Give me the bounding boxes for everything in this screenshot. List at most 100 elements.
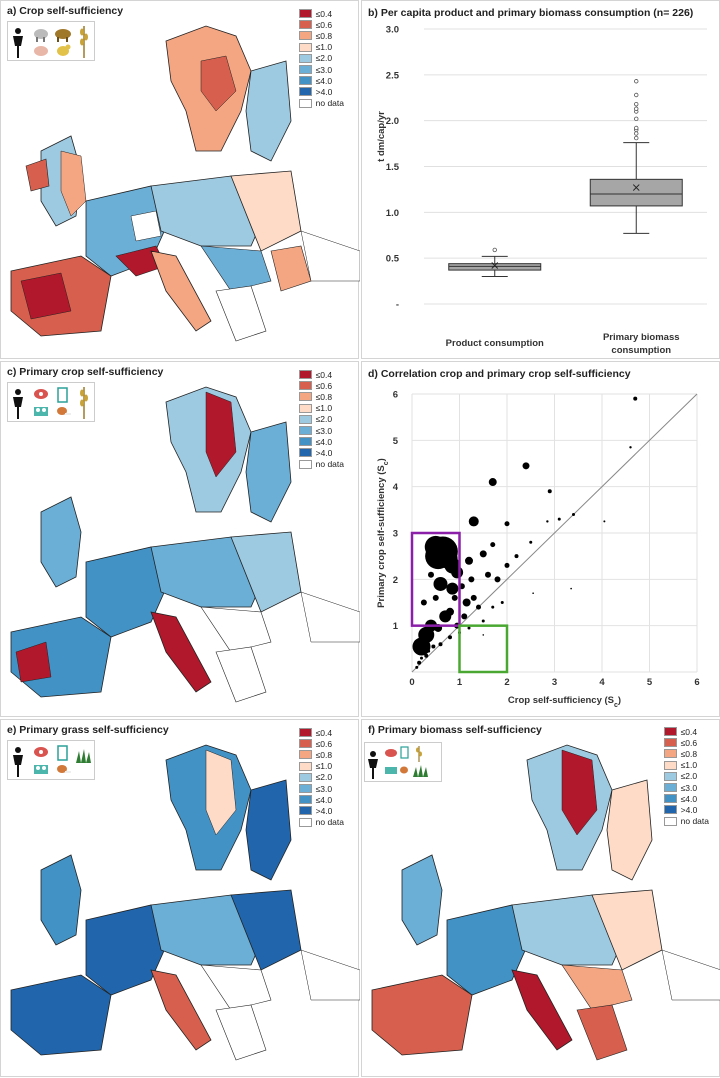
panel-d-correlation-scatter: d) Correlation crop and primary crop sel…: [361, 361, 720, 717]
legend-swatch: [663, 816, 677, 826]
outlier-point: [634, 92, 639, 98]
x-tick-label: 1: [457, 677, 463, 688]
legend-swatch: [298, 31, 312, 41]
legend-item: ≤3.0: [298, 64, 344, 75]
meat-icon: [385, 749, 397, 757]
outlier-point: [634, 101, 639, 107]
y-tick-label: 2: [393, 575, 398, 586]
legend-label: ≤0.6: [315, 19, 333, 30]
legend-swatch: [298, 761, 312, 771]
person-icon: [368, 751, 378, 779]
x-axis-label-end: ): [618, 695, 621, 706]
legend-swatch: [298, 750, 312, 760]
scatter-point: [433, 576, 448, 591]
legend-swatch: [298, 795, 312, 805]
scatter-point: [514, 554, 519, 559]
legend-label: ≤3.0: [315, 783, 333, 794]
eggs-icon: [34, 407, 48, 416]
legend-item: ≤0.8: [298, 749, 344, 760]
cow-icon: [55, 29, 71, 42]
milk-icon: [400, 746, 409, 759]
y-axis-ticks: - 0.5 1.0 1.5 2.0 2.5 3.0: [386, 25, 400, 311]
wheat-icon: [80, 387, 88, 419]
chicken-icon: [57, 44, 71, 56]
map-legend: ≤0.4 ≤0.6 ≤0.8 ≤1.0 ≤2.0 ≤3.0 ≤4.0 >4.0 …: [663, 726, 709, 827]
panel-f-primary-biomass-map: f) Primary biomass self-sufficiency ≤0.4…: [361, 719, 720, 1077]
meat-icon: [34, 747, 48, 757]
legend-item: ≤1.0: [663, 760, 709, 771]
outlier-point: [634, 116, 639, 122]
legend-label: ≤2.0: [315, 53, 333, 64]
legend-swatch: [663, 760, 677, 770]
scatter-point: [603, 520, 606, 523]
x-tick-label: 0: [409, 677, 414, 688]
x-axis-label-sub: c: [614, 702, 618, 709]
scatter-point: [488, 478, 497, 487]
legend-swatch: [663, 727, 677, 737]
food-icons: [7, 740, 95, 780]
legend-swatch: [298, 772, 312, 782]
y-axis-label-sub: c: [383, 461, 390, 465]
y-tick-label: 1: [393, 621, 399, 632]
legend-item: >4.0: [663, 804, 709, 815]
legend-item: ≤0.8: [298, 30, 344, 41]
outlier-point: [634, 135, 639, 141]
category-labels: Product consumption Primary biomass cons…: [446, 332, 680, 356]
legend-label: ≤2.0: [315, 772, 333, 783]
food-icons: [7, 382, 95, 422]
legend-label: no data: [315, 98, 344, 109]
y-axis-label-end: ): [376, 458, 387, 461]
scatter-point: [482, 634, 485, 636]
legend-label: ≤0.4: [315, 727, 333, 738]
legend-label: ≤0.8: [315, 749, 333, 760]
legend-swatch: [298, 87, 312, 97]
x-axis-label: Crop self-sufficiency (Sc): [508, 695, 621, 709]
scatter-point: [479, 550, 487, 558]
scatter-point: [467, 626, 471, 630]
milk-icon: [57, 387, 68, 403]
y-tick-label: 1.0: [386, 208, 399, 219]
panel-c-primary-crop-map: c) Primary crop self-sufficiency ≤0.4 ≤0…: [0, 361, 360, 717]
legend-item: no data: [663, 816, 709, 827]
scatter-point: [490, 542, 496, 548]
scatter-point: [465, 556, 473, 565]
x-axis-label-text: Crop self-sufficiency (S: [508, 695, 614, 706]
panel-title: a) Crop self-sufficiency: [7, 5, 124, 17]
scatter-point: [451, 566, 464, 579]
axis-ticks: 0 1 2 3 4 5 6 1 2 3 4 5 6: [393, 390, 700, 689]
legend-label: ≤3.0: [680, 782, 698, 793]
scatter-point: [420, 656, 423, 660]
scatter-point: [500, 601, 504, 604]
scatter-point: [461, 613, 468, 620]
scatter-point: [491, 605, 495, 609]
legend-swatch: [663, 738, 677, 748]
legend-label: ≤1.0: [315, 42, 333, 53]
scatter-point: [446, 607, 454, 616]
legend-label: ≤0.4: [315, 8, 333, 19]
legend-label: no data: [315, 817, 344, 828]
scatter-point: [470, 594, 477, 601]
boxplot-chart: b) Per capita product and primary biomas…: [368, 7, 707, 356]
legend-label: ≤0.4: [315, 369, 333, 380]
panel-title: f) Primary biomass self-sufficiency: [368, 724, 542, 736]
legend-swatch: [663, 771, 677, 781]
legend-swatch: [298, 20, 312, 30]
scatter-point: [420, 599, 427, 606]
legend-item: ≤0.8: [663, 748, 709, 759]
panel-e-primary-grass-map: e) Primary grass self-sufficiency ≤0.4 ≤…: [0, 719, 360, 1077]
scatter-points: [412, 396, 638, 669]
chicken-leg-icon: [57, 765, 71, 773]
legend-swatch: [298, 42, 312, 52]
y-tick-label: 6: [393, 390, 398, 401]
panel-b-consumption-boxplot: b) Per capita product and primary biomas…: [361, 0, 720, 359]
legend-swatch: [663, 749, 677, 759]
legend-item: ≤0.4: [298, 8, 344, 19]
scatter-point: [476, 604, 481, 610]
legend-label: ≤0.6: [680, 737, 698, 748]
legend-label: ≤0.6: [315, 738, 333, 749]
y-tick-label: 1.5: [386, 162, 400, 173]
legend-label: ≤0.8: [315, 30, 333, 41]
person-icon: [13, 28, 23, 58]
scatter-point: [557, 517, 561, 521]
legend-item: ≤4.0: [663, 793, 709, 804]
